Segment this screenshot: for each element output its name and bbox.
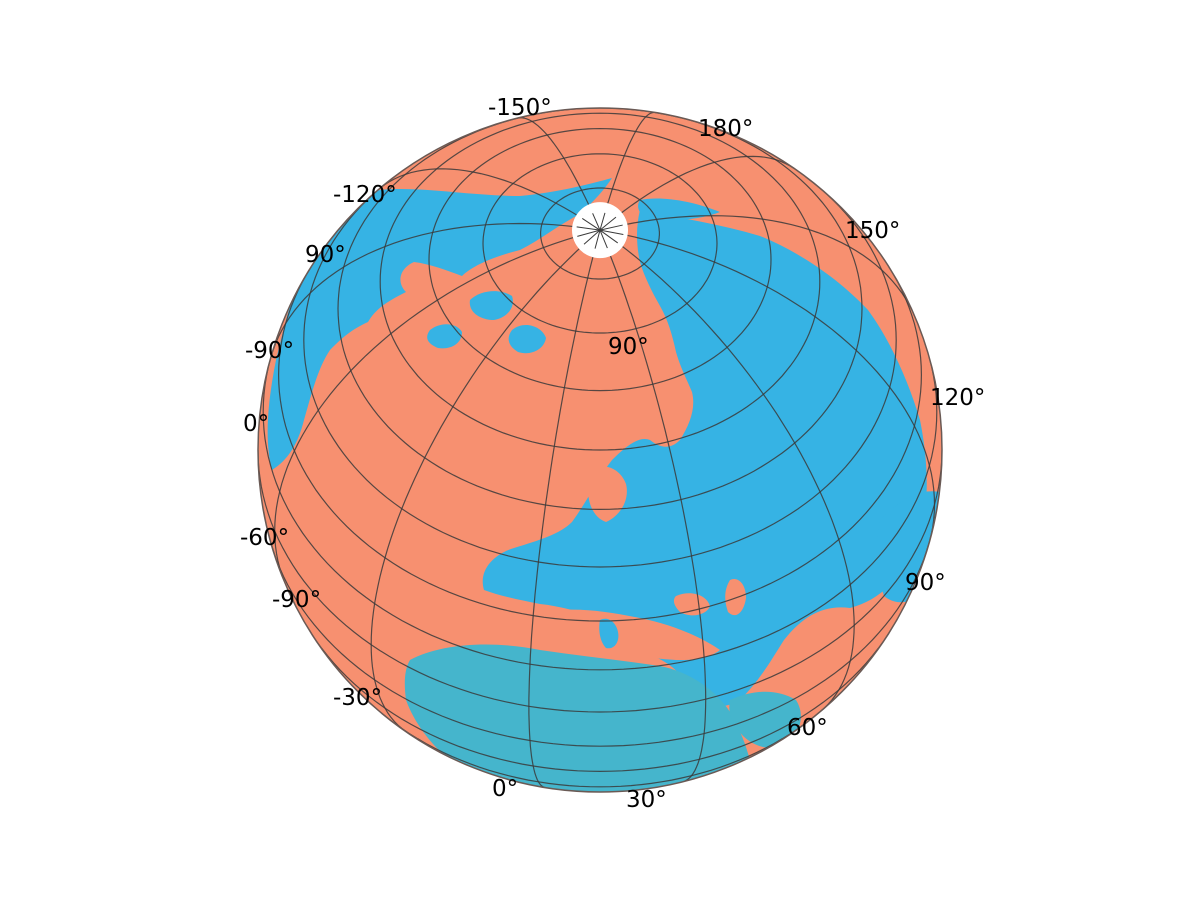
label-pole: 90° <box>608 334 649 360</box>
label-lon-180: 180° <box>698 116 753 142</box>
land-arctic-islands-2 <box>427 324 462 349</box>
meridian-line <box>622 215 917 319</box>
parallel-line <box>305 624 895 773</box>
meridian-line <box>370 243 585 733</box>
parallel-line <box>270 541 930 747</box>
pole-spoke <box>581 218 601 231</box>
label-lon-minus-90: -90° <box>245 338 294 364</box>
graticule-labels: -150° 180° -120° 150° 90° -90° 90° 120° … <box>240 95 985 813</box>
label-lon-minus-60: -60° <box>240 525 289 551</box>
label-lon-minus-120: -120° <box>333 182 397 208</box>
meridian-line <box>623 233 936 542</box>
meridian-line <box>270 222 577 359</box>
pole-spoke <box>583 229 601 245</box>
pole-spokes <box>576 212 624 249</box>
label-lon-60: 60° <box>787 715 828 741</box>
label-lon-90-right: 90° <box>905 570 946 596</box>
land-italy <box>599 618 619 649</box>
label-lon-90-left: 90° <box>305 242 346 268</box>
pole-spoke <box>599 229 624 235</box>
caspian-sea <box>725 578 746 616</box>
land-arctic-islands <box>469 291 513 320</box>
pole-spoke <box>599 224 623 231</box>
black-sea <box>673 593 710 616</box>
label-lon-0: 0° <box>492 776 518 802</box>
meridian-line <box>379 168 583 220</box>
meridian-line <box>604 111 655 213</box>
label-lon-30: 30° <box>626 787 667 813</box>
label-lon-150: 150° <box>845 218 900 244</box>
parallel-line <box>379 711 821 788</box>
label-lon-0-left: 0° <box>243 411 269 437</box>
pole-spoke <box>599 212 606 231</box>
pole-spoke <box>577 229 601 237</box>
graticule <box>258 108 942 789</box>
parallel-line <box>277 266 923 622</box>
pole-spoke <box>592 213 601 231</box>
pole-spoke <box>594 230 601 249</box>
pole-spoke <box>599 229 619 244</box>
land-arabia <box>729 691 801 749</box>
baltic-sea <box>588 466 627 522</box>
land-africa <box>404 644 752 792</box>
meridian-line <box>528 248 596 789</box>
globe-outline <box>257 107 943 793</box>
label-lon-minus-30: -30° <box>333 685 382 711</box>
meridian-line <box>615 155 795 218</box>
meridian-line <box>606 247 707 783</box>
land-eurasia <box>482 210 927 707</box>
parallel-line <box>258 449 942 713</box>
land-arctic-islands-3 <box>508 324 546 354</box>
meridian-line <box>516 117 594 214</box>
parallel-line <box>262 358 938 671</box>
parallel-line <box>303 176 897 568</box>
land-north-america <box>267 178 612 470</box>
pole-spoke <box>599 216 617 231</box>
pole-spoke <box>576 226 601 231</box>
meridian-line <box>617 242 855 713</box>
meridian-line <box>274 235 578 582</box>
pole-spoke <box>599 229 608 249</box>
label-lon-minus-90-low: -90° <box>272 587 321 613</box>
label-lon-120: 120° <box>930 385 985 411</box>
land-top-islands <box>638 198 720 220</box>
mediterranean-sea <box>520 609 720 661</box>
label-lon-minus-150: -150° <box>488 95 552 121</box>
land-layer <box>267 178 942 792</box>
